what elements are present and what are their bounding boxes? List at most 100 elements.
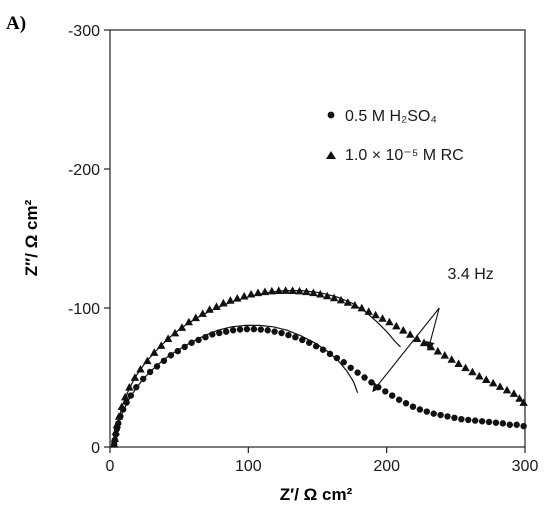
data-point-triangle [177, 323, 187, 331]
y-tick-label: -300 [68, 23, 100, 40]
data-point-triangle [205, 305, 214, 313]
data-point-triangle [112, 420, 122, 429]
data-point-triangle [226, 296, 235, 304]
data-point-triangle [114, 412, 124, 420]
data-point-circle [174, 347, 181, 355]
data-point-triangle [343, 298, 353, 306]
data-point-circle [216, 329, 223, 337]
data-point-circle [146, 368, 154, 376]
data-point-triangle [125, 383, 134, 391]
data-point-circle [513, 421, 520, 428]
data-point-triangle [378, 314, 387, 322]
data-point-triangle [322, 291, 332, 300]
data-point-circle [520, 422, 527, 430]
data-point-triangle [191, 313, 200, 322]
data-point-circle [271, 328, 278, 335]
data-point-circle [243, 325, 251, 333]
annotation: 3.4 Hz [372, 266, 494, 393]
data-point-circle [181, 343, 188, 351]
data-point-circle [361, 374, 368, 381]
data-point-circle [312, 343, 320, 350]
data-point-triangle [111, 427, 121, 436]
data-point-triangle [482, 375, 491, 383]
series-1 [110, 325, 527, 448]
data-point-circle [465, 416, 472, 424]
data-point-triangle [392, 321, 401, 330]
annotation-arrow [372, 307, 440, 393]
data-point-circle [402, 400, 410, 407]
data-point-triangle [357, 303, 366, 312]
data-point-circle [430, 410, 437, 417]
data-point-triangle [519, 398, 528, 406]
data-point-circle [223, 328, 230, 335]
legend-label-series-2: 1.0 × 10⁻⁵ M RC [345, 147, 464, 164]
data-point-circle [257, 326, 264, 333]
legend: 0.5 M H₂SO₄ 1.0 × 10⁻⁵ M RC [326, 108, 464, 164]
y-tick-label: 0 [91, 440, 100, 457]
data-point-circle [292, 333, 299, 341]
data-point-triangle [350, 301, 360, 309]
data-point-circle [229, 327, 237, 334]
data-point-circle [285, 331, 292, 339]
data-point-triangle [509, 389, 519, 397]
data-point-circle [319, 346, 327, 353]
data-point-triangle [419, 338, 429, 347]
data-point-circle [499, 420, 507, 427]
data-point-triangle [267, 286, 277, 295]
data-point-triangle [385, 317, 394, 326]
x-axis-title: Z′/ Ω cm² [280, 485, 353, 504]
data-point-circle [250, 325, 258, 333]
x-tick-label: 300 [512, 458, 539, 475]
data-point-triangle [405, 330, 415, 338]
data-point-circle [354, 369, 361, 376]
data-point-triangle [219, 298, 228, 307]
data-point-triangle [109, 440, 119, 448]
y-tick-label: -100 [68, 301, 100, 318]
y-axis-title: Z″/ Ω cm² [22, 199, 41, 276]
data-point-triangle [156, 341, 166, 349]
data-point-triangle [274, 286, 283, 294]
data-point-triangle [461, 363, 470, 372]
data-point-circle [492, 419, 500, 426]
data-point-triangle [302, 287, 311, 296]
data-point-triangle [440, 351, 449, 359]
data-point-circle [472, 417, 479, 424]
legend-marker-triangle [326, 151, 336, 159]
annotation-label: 3.4 Hz [448, 266, 494, 283]
data-point-triangle [447, 355, 456, 363]
data-point-circle [188, 339, 195, 346]
data-point-triangle [309, 288, 318, 297]
data-point-triangle [475, 371, 484, 380]
data-point-triangle [433, 346, 443, 355]
data-point-triangle [364, 307, 373, 315]
data-point-circle [347, 364, 354, 371]
data-point-circle [409, 403, 417, 410]
data-point-triangle [281, 286, 290, 294]
data-point-triangle [136, 364, 145, 373]
data-point-circle [389, 392, 396, 399]
data-point-circle [416, 406, 424, 413]
series-2 [109, 286, 528, 448]
data-point-triangle [170, 328, 180, 337]
data-point-circle [437, 411, 444, 419]
data-point-triangle [502, 385, 512, 394]
data-point-circle [444, 413, 451, 420]
data-point-triangle [163, 334, 173, 342]
data-point-triangle [412, 334, 422, 342]
data-point-triangle [117, 402, 126, 411]
data-point-circle [153, 363, 161, 370]
data-point-triangle [143, 356, 152, 365]
data-point-triangle [454, 359, 463, 367]
data-point-triangle [495, 382, 505, 390]
data-point-circle [306, 339, 313, 346]
data-point-triangle [468, 367, 477, 376]
plot-area [109, 29, 526, 448]
data-point-triangle [288, 286, 297, 294]
data-point-triangle [515, 394, 524, 402]
y-axis: 0 -100 -200 -300 [68, 23, 110, 457]
data-point-triangle [150, 348, 159, 356]
data-point-circle [458, 416, 465, 423]
data-point-triangle [198, 309, 207, 317]
data-point-circle [333, 354, 341, 362]
annotation-arrow [425, 307, 440, 351]
